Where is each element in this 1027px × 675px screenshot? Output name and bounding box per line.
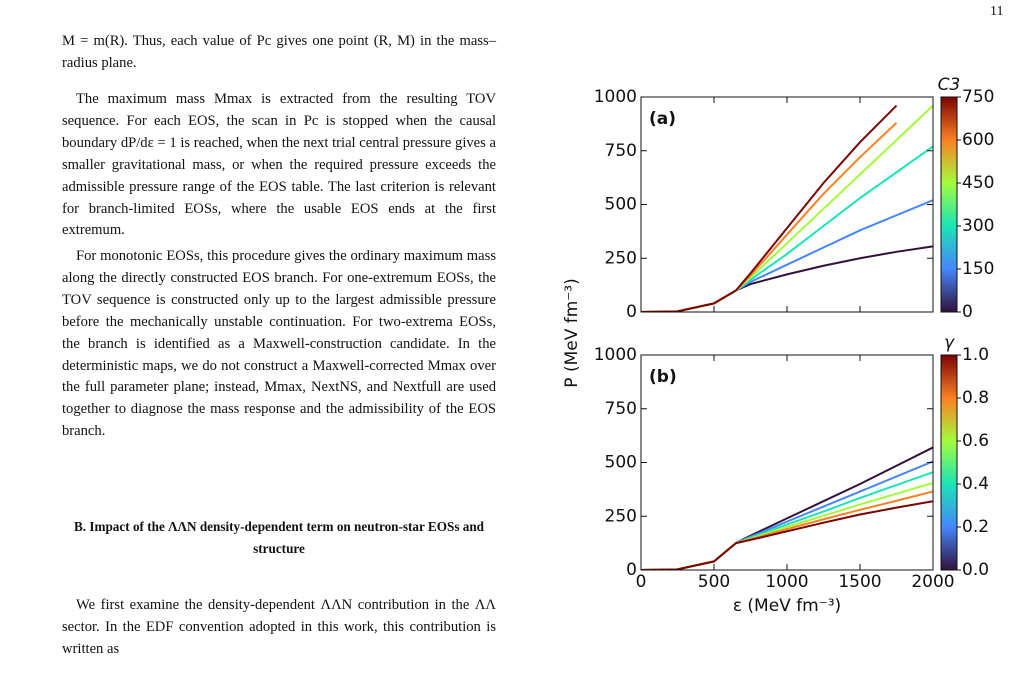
x-tick-label: 2000 (911, 572, 954, 592)
curve (641, 245, 933, 312)
y-tick-label: 500 (605, 453, 637, 473)
curve (641, 500, 933, 570)
y-tick-label: 500 (605, 195, 637, 215)
page-number: 11 (990, 4, 1004, 19)
y-tick-label: 750 (605, 141, 637, 161)
paragraph: For monotonic EOSs, this procedure gives… (62, 248, 496, 440)
y-tick-label: 1000 (594, 345, 637, 365)
y-tick-label: 0 (626, 560, 637, 580)
colorbar-tick-label: 1.0 (962, 345, 989, 365)
colorbar-label: C3 (938, 75, 961, 95)
axes-frame (640, 354, 934, 571)
colorbar-tick-label: 0.0 (962, 560, 989, 580)
plot-area (641, 446, 933, 570)
colorbar-tick-label: 0.4 (962, 474, 989, 494)
section-heading: B. Impact of the ΛΛN density-dependent t… (73, 519, 485, 556)
colorbar-tick-label: 300 (962, 216, 994, 236)
colorbar-tick-label: 0.6 (962, 431, 989, 451)
x-tick-label: 0 (636, 572, 647, 592)
colorbar (940, 354, 958, 571)
curve (641, 104, 898, 312)
colorbar-tick-label: 0.8 (962, 388, 989, 408)
paragraph: The maximum mass Mmax is extracted from … (62, 91, 496, 239)
curve (641, 460, 933, 570)
curve (641, 199, 933, 312)
panel-label: (b) (649, 367, 677, 387)
colorbar-tick-label: 450 (962, 173, 994, 193)
x-tick-label: 1500 (838, 572, 881, 592)
panel-label: (a) (649, 109, 676, 129)
curve (641, 122, 898, 312)
colorbar (940, 96, 958, 313)
y-axis-label: P (MeV fm⁻³) (562, 278, 582, 387)
colorbar-tick-label: 150 (962, 259, 994, 279)
colorbar-tick-label: 0.2 (962, 517, 989, 537)
plot-area (641, 104, 933, 312)
y-tick-label: 1000 (594, 87, 637, 107)
curve (641, 104, 933, 312)
y-tick-label: 750 (605, 399, 637, 419)
paragraph: We first examine the density-dependent Λ… (62, 597, 496, 657)
colorbar-tick-label: 600 (962, 130, 994, 150)
colorbar-label: γ (944, 333, 955, 353)
y-tick-label: 0 (626, 302, 637, 322)
paragraph: M = m(R). Thus, each value of Pc gives o… (62, 33, 496, 71)
colorbar-tick-label: 750 (962, 87, 994, 107)
x-tick-label: 1000 (765, 572, 808, 592)
curve (641, 481, 933, 570)
y-tick-label: 250 (605, 506, 637, 526)
x-axis-label: ε (MeV fm⁻³) (733, 596, 841, 616)
x-tick-label: 500 (698, 572, 730, 592)
y-tick-label: 250 (605, 248, 637, 268)
colorbar-tick-label: 0 (962, 302, 973, 322)
